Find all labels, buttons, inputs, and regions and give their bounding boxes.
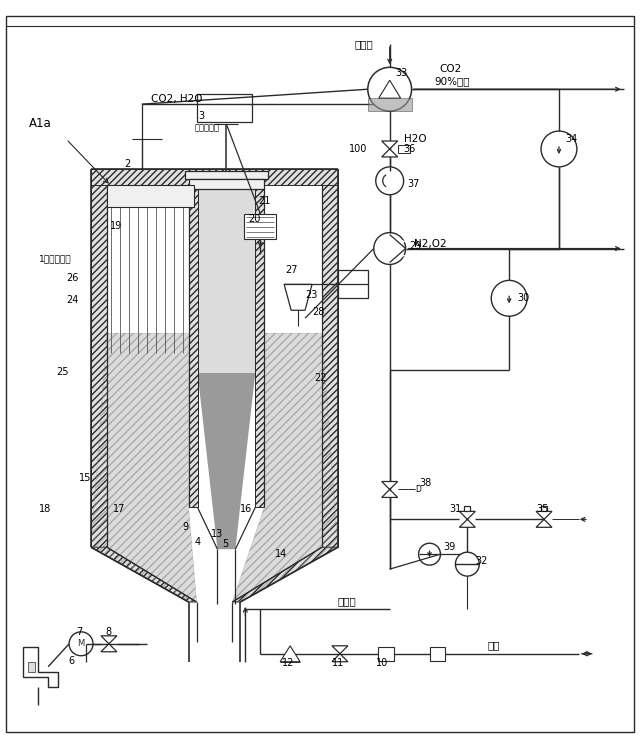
Circle shape xyxy=(541,131,577,167)
Polygon shape xyxy=(91,169,107,547)
Polygon shape xyxy=(322,169,338,547)
Bar xyxy=(189,179,264,189)
Text: 38: 38 xyxy=(420,477,432,488)
Text: （還元塔）: （還元塔） xyxy=(195,123,220,133)
Text: 13: 13 xyxy=(211,529,223,539)
Text: 15: 15 xyxy=(79,472,92,483)
Text: 23: 23 xyxy=(305,290,317,300)
Text: 3: 3 xyxy=(198,111,205,121)
Text: 22: 22 xyxy=(314,373,326,383)
Text: 26: 26 xyxy=(66,273,79,283)
Text: 20: 20 xyxy=(248,214,260,224)
Text: N2,O2: N2,O2 xyxy=(413,238,446,249)
Text: 14: 14 xyxy=(275,549,287,559)
Polygon shape xyxy=(381,141,397,157)
Text: 10: 10 xyxy=(376,658,388,668)
Text: A1a: A1a xyxy=(29,117,52,130)
Polygon shape xyxy=(284,284,312,310)
Text: 29: 29 xyxy=(410,241,422,250)
Text: 8: 8 xyxy=(105,627,111,637)
Text: CO2, H2O: CO2, H2O xyxy=(151,94,202,104)
Text: 4: 4 xyxy=(195,537,201,548)
Circle shape xyxy=(368,67,412,111)
Text: 27: 27 xyxy=(285,266,298,275)
Bar xyxy=(107,184,193,207)
Polygon shape xyxy=(390,249,406,263)
Text: 28: 28 xyxy=(312,307,324,317)
Circle shape xyxy=(69,632,93,656)
Text: 1（酸化塔）: 1（酸化塔） xyxy=(39,254,72,263)
Polygon shape xyxy=(255,189,264,508)
Text: M: M xyxy=(77,639,84,648)
Text: 35: 35 xyxy=(536,504,548,514)
Polygon shape xyxy=(232,547,338,602)
Text: H2O: H2O xyxy=(404,134,426,144)
Text: 18: 18 xyxy=(39,504,51,514)
Bar xyxy=(465,506,470,511)
Polygon shape xyxy=(332,646,348,662)
Polygon shape xyxy=(198,189,255,373)
Polygon shape xyxy=(368,98,412,111)
Bar xyxy=(541,506,547,511)
Text: 11: 11 xyxy=(332,658,344,668)
Text: 16: 16 xyxy=(241,504,253,514)
Text: 33: 33 xyxy=(396,69,408,78)
Text: 100: 100 xyxy=(349,144,368,154)
Bar xyxy=(244,214,276,238)
Text: 30: 30 xyxy=(517,293,529,303)
Text: 2: 2 xyxy=(124,159,130,169)
Polygon shape xyxy=(101,636,117,652)
Text: 25: 25 xyxy=(56,367,68,377)
Text: 34: 34 xyxy=(565,134,577,144)
Bar xyxy=(397,145,410,153)
Polygon shape xyxy=(184,171,268,179)
Text: 12: 12 xyxy=(282,658,294,668)
Polygon shape xyxy=(536,511,552,528)
Text: 24: 24 xyxy=(66,295,79,306)
Text: 水蒸気: 水蒸気 xyxy=(338,596,356,606)
Text: 5: 5 xyxy=(223,539,228,549)
Text: 燃料: 燃料 xyxy=(487,640,500,649)
Bar xyxy=(378,646,394,661)
Bar xyxy=(429,646,445,661)
Text: CO2: CO2 xyxy=(440,64,461,75)
Polygon shape xyxy=(280,646,300,662)
Text: 17: 17 xyxy=(113,504,125,514)
Circle shape xyxy=(419,543,440,565)
Polygon shape xyxy=(460,511,476,528)
Text: 冷却水: 冷却水 xyxy=(355,39,374,49)
Text: 19: 19 xyxy=(110,221,122,231)
Polygon shape xyxy=(23,646,58,686)
Text: 21: 21 xyxy=(259,196,271,206)
Circle shape xyxy=(492,280,527,316)
Polygon shape xyxy=(91,547,196,602)
Polygon shape xyxy=(91,333,196,602)
Text: 37: 37 xyxy=(408,179,420,189)
Circle shape xyxy=(376,167,404,195)
Text: 9: 9 xyxy=(182,523,189,532)
Polygon shape xyxy=(198,373,255,549)
Text: 31: 31 xyxy=(449,504,461,514)
Text: 32: 32 xyxy=(476,556,488,566)
Polygon shape xyxy=(379,80,401,98)
Circle shape xyxy=(374,232,406,264)
Polygon shape xyxy=(189,189,198,508)
Text: D: D xyxy=(415,485,422,494)
Text: 90%以上: 90%以上 xyxy=(435,76,470,86)
Text: 39: 39 xyxy=(444,542,456,552)
Polygon shape xyxy=(232,333,338,602)
Text: 6: 6 xyxy=(68,656,74,666)
Text: 36: 36 xyxy=(404,144,416,154)
Polygon shape xyxy=(28,662,35,672)
Polygon shape xyxy=(390,235,406,249)
Polygon shape xyxy=(91,169,338,184)
Polygon shape xyxy=(381,481,397,497)
Text: 7: 7 xyxy=(76,627,83,637)
Bar xyxy=(196,94,252,122)
Bar xyxy=(338,270,368,298)
Circle shape xyxy=(456,552,479,576)
